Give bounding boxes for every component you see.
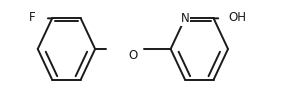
- Text: OH: OH: [229, 11, 247, 24]
- Text: O: O: [128, 49, 137, 62]
- Text: F: F: [29, 11, 36, 24]
- Text: N: N: [181, 12, 189, 25]
